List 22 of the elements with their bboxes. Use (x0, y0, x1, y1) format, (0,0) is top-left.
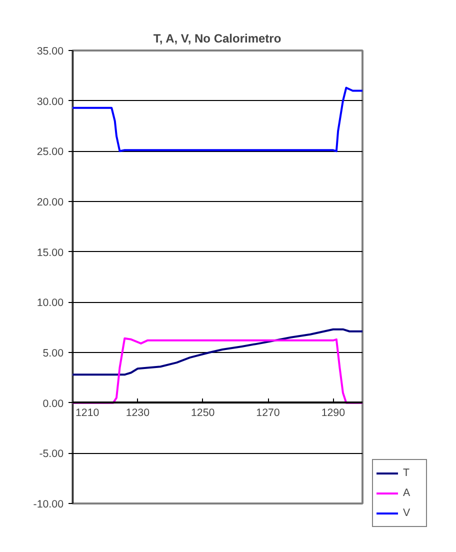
x-tick-label: 1210 (76, 406, 100, 419)
y-tick-label: 30.00 (36, 96, 64, 108)
y-tick-label: -10.00 (33, 498, 64, 510)
chart-title: T, A, V, No Calorimetro (153, 32, 282, 46)
y-tick-label: 20.00 (36, 196, 64, 208)
x-tick-label: 1230 (126, 406, 150, 419)
y-tick-label: 25.00 (36, 146, 64, 158)
line-series (72, 86, 362, 152)
line-series (72, 328, 362, 376)
legend-label: V (403, 507, 412, 519)
y-tick-label: 10.00 (36, 297, 64, 310)
x-tick-label: 1250 (190, 406, 215, 419)
y-tick-label: 15.00 (36, 246, 64, 259)
y-tick-label: -5.00 (39, 448, 64, 460)
line-series (72, 337, 362, 404)
legend-label: A (403, 487, 412, 499)
x-tick-label: 1290 (321, 406, 346, 419)
y-tick-label: 35.00 (36, 46, 64, 58)
y-tick-label: 5.00 (42, 348, 64, 360)
legend-label: T (403, 467, 411, 479)
y-tick-label: 0.00 (42, 398, 64, 410)
x-tick-label: 1270 (256, 406, 280, 419)
